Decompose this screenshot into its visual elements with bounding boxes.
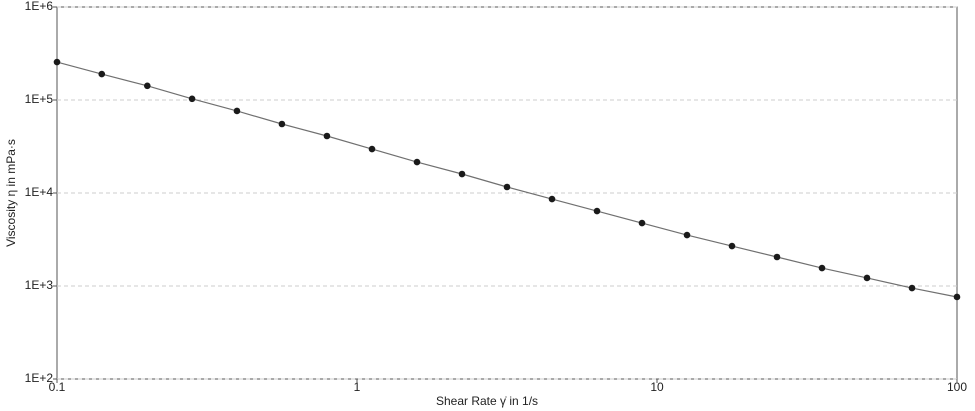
data-point [144,82,151,90]
x-axis-label: Shear Rate γ̇ in 1/s [436,394,538,408]
data-point [863,274,871,282]
x-tick-label: 1 [354,380,361,394]
data-point [278,120,286,128]
x-tick-label: 100 [947,380,967,394]
data-point [683,231,691,239]
data-point [233,107,241,115]
y-tick-label: 1E+5 [25,92,54,106]
data-point [548,195,556,203]
data-point [728,242,736,250]
data-point [323,132,331,140]
data-point [98,70,106,78]
data-point [368,145,376,153]
data-point [503,183,511,191]
data-point [593,207,601,215]
data-point [773,253,781,261]
y-tick-label: 1E+2 [25,371,54,385]
x-tick-label: 0.1 [49,380,66,394]
y-axis-label: Viscosity η in mPa·s [4,139,18,247]
y-tick-label: 1E+4 [25,185,54,199]
x-tick-label: 10 [650,380,664,394]
y-tick-label: 1E+3 [25,278,54,292]
data-point [53,58,61,66]
data-point [458,170,466,178]
data-point [908,284,916,292]
data-point [818,264,826,272]
data-point [638,219,646,227]
data-point [953,293,961,301]
data-point [413,158,421,166]
data-point [188,95,196,103]
y-tick-label: 1E+6 [25,0,54,13]
